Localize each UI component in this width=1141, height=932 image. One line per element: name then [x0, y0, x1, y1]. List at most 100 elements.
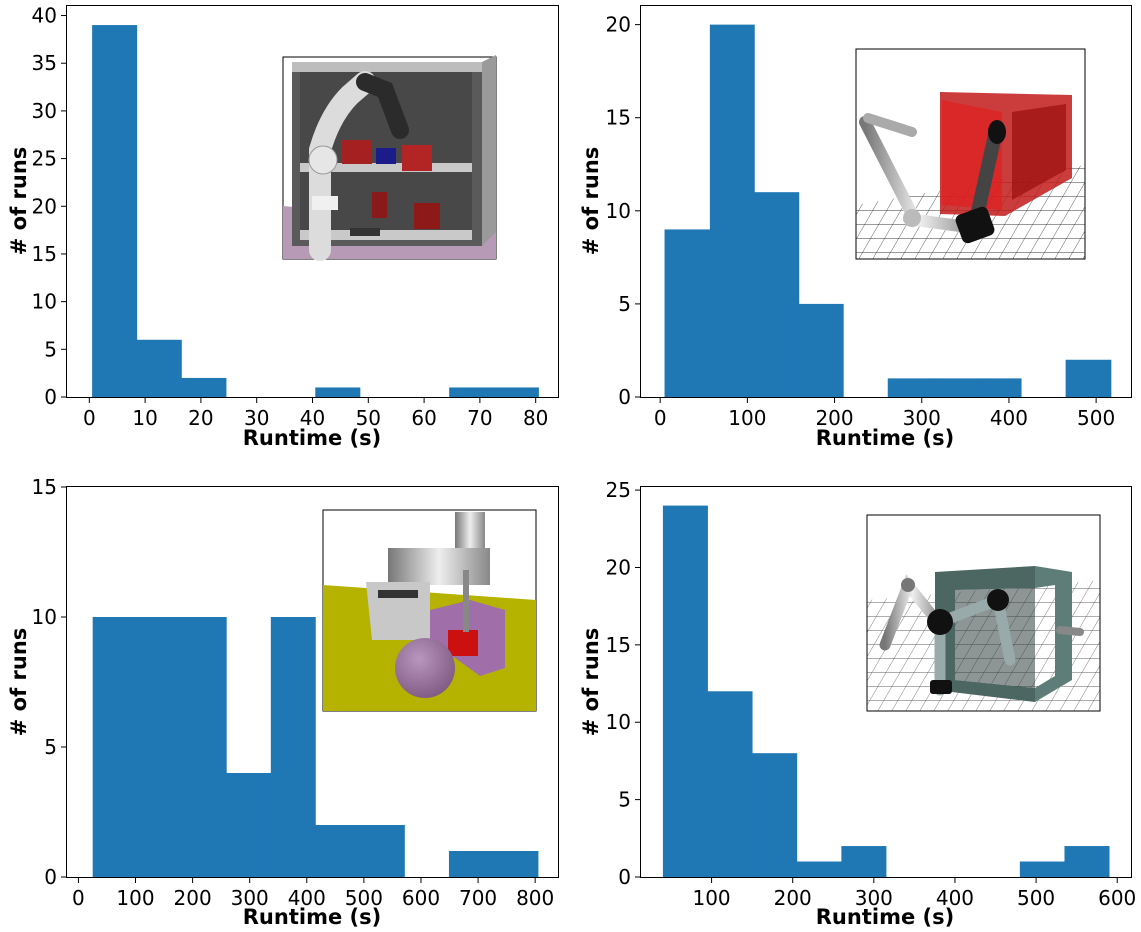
- y-tick-label-3-3: 10: [32, 605, 57, 629]
- y-axis-label-4: # of runs: [579, 628, 603, 737]
- bars-3: [92, 617, 539, 877]
- histogram-panel-1: 0 10 20 30 40 50 60 70 80 0 5 10 15 20 25 30 35 40 Runti…: [7, 4, 559, 450]
- y-tick-label-1-4: 15: [32, 242, 57, 266]
- x-axis-label-3: Runtime (s): [243, 905, 381, 929]
- y-tick-label-4-1: 0: [618, 865, 631, 889]
- x-tick-label-2-3: 200: [815, 406, 853, 430]
- y-tick-label-4-3: 10: [606, 710, 631, 734]
- x-tick-label-1-9: 80: [523, 406, 548, 430]
- y-axis-label-3: # of runs: [7, 628, 31, 737]
- y-axis-label-2: # of runs: [579, 147, 603, 256]
- x-tick-label-1-4: 30: [244, 406, 269, 430]
- y-tick-label-3-2: 5: [44, 735, 57, 759]
- bar-4-1: [662, 505, 708, 877]
- y-tick-label-1-1: 0: [44, 385, 57, 409]
- x-tick-label-4-2: 200: [774, 886, 812, 910]
- x-tick-label-3-5: 400: [288, 886, 326, 910]
- x-ticks-2: 0 100 200 300 400 500: [654, 397, 1115, 430]
- x-ticks-3: 0 100 200 300 400 500 600 700 800: [72, 877, 554, 910]
- histogram-panel-3: 0 100 200 300 400 500 600 700 800 0 5 10 15 Runtime…: [7, 475, 559, 929]
- x-axis-label-2: Runtime (s): [816, 426, 954, 450]
- inset-image-green-box-arm: [866, 514, 1101, 712]
- x-tick-label-3-1: 0: [72, 886, 85, 910]
- x-tick-label-3-8: 700: [459, 886, 497, 910]
- x-tick-label-3-3: 200: [174, 886, 212, 910]
- bar-4-9: [1019, 861, 1065, 877]
- x-tick-label-4-5: 500: [1017, 886, 1055, 910]
- bar-3-5: [270, 617, 316, 877]
- x-tick-label-1-6: 50: [356, 406, 381, 430]
- bar-4-4: [796, 861, 842, 877]
- bar-3-2: [137, 617, 183, 877]
- y-tick-label-2-5: 20: [606, 13, 631, 37]
- x-tick-label-3-6: 500: [345, 886, 383, 910]
- y-ticks-3: 0 5 10 15: [32, 475, 67, 889]
- bar-4-10: [1064, 846, 1110, 877]
- y-tick-label-2-1: 0: [618, 385, 631, 409]
- x-tick-label-3-7: 600: [402, 886, 440, 910]
- bar-2-2: [709, 24, 755, 398]
- bar-1-2: [136, 339, 182, 397]
- y-ticks-4: 0 5 10 15 20 25: [606, 478, 641, 889]
- x-axis-label-1: Runtime (s): [243, 426, 381, 450]
- y-tick-label-1-2: 5: [44, 337, 57, 361]
- y-axis-label-1: # of runs: [7, 147, 31, 256]
- bar-2-4: [798, 303, 844, 397]
- bar-3-7: [359, 825, 405, 877]
- bar-2-7: [932, 378, 978, 397]
- bar-2-3: [754, 192, 800, 397]
- bar-1-6: [315, 387, 361, 397]
- x-tick-label-1-3: 20: [188, 406, 213, 430]
- inset-image-red-box-arm: [855, 48, 1086, 260]
- inset-image-shelf-arm: [282, 55, 497, 261]
- histogram-panel-2: 0 100 200 300 400 500 0 5 10 15 20 Runtime (s) # …: [579, 5, 1132, 450]
- x-tick-label-4-1: 100: [692, 886, 730, 910]
- bar-3-9: [448, 851, 494, 877]
- y-ticks-1: 0 5 10 15 20 25 30 35 40: [32, 4, 67, 409]
- bar-1-3: [181, 377, 227, 397]
- y-tick-label-1-9: 40: [32, 4, 57, 28]
- bar-3-3: [181, 617, 227, 877]
- inset-image-scara-sphere: [322, 509, 537, 712]
- x-ticks-4: 100 200 300 400 500 600: [692, 877, 1136, 910]
- x-tick-label-1-5: 40: [300, 406, 325, 430]
- x-tick-label-1-2: 10: [132, 406, 157, 430]
- y-tick-label-1-7: 30: [32, 99, 57, 123]
- bar-1-9: [449, 387, 495, 397]
- x-axis-label-4: Runtime (s): [816, 905, 954, 929]
- x-ticks-1: 0 10 20 30 40 50 60 70 80: [83, 397, 548, 430]
- bar-1-1: [92, 25, 138, 397]
- plot-frame-2: [640, 5, 1132, 398]
- plot-frame-4: [640, 486, 1132, 878]
- bar-3-1: [92, 617, 138, 877]
- y-tick-label-1-3: 10: [32, 290, 57, 314]
- x-tick-label-1-8: 70: [467, 406, 492, 430]
- y-tick-label-4-4: 15: [606, 633, 631, 657]
- x-tick-label-2-4: 300: [903, 406, 941, 430]
- bar-2-8: [976, 378, 1022, 397]
- x-tick-label-3-9: 800: [516, 886, 554, 910]
- plot-frame-3: [66, 486, 559, 878]
- x-tick-label-2-5: 400: [990, 406, 1028, 430]
- y-tick-label-2-3: 10: [606, 199, 631, 223]
- x-tick-label-4-3: 300: [855, 886, 893, 910]
- bar-1-10: [493, 387, 539, 397]
- y-ticks-2: 0 5 10 15 20: [606, 13, 641, 409]
- histogram-panel-4: 100 200 300 400 500 600 0 5 10 15 20 25 Runtime (s…: [579, 478, 1136, 929]
- bar-4-2: [707, 691, 753, 877]
- x-tick-label-2-6: 500: [1077, 406, 1115, 430]
- bar-4-3: [752, 753, 798, 877]
- bar-3-4: [226, 773, 272, 877]
- y-tick-label-1-6: 25: [32, 147, 57, 171]
- bar-2-1: [664, 229, 711, 397]
- y-tick-label-2-4: 15: [606, 106, 631, 130]
- y-tick-label-1-8: 35: [32, 51, 57, 75]
- x-tick-label-2-1: 0: [654, 406, 667, 430]
- y-tick-label-2-2: 5: [618, 292, 631, 316]
- bar-2-10: [1065, 359, 1112, 397]
- bar-3-6: [315, 825, 361, 877]
- bar-3-10: [493, 851, 539, 877]
- bars-4: [662, 505, 1110, 877]
- y-tick-label-4-2: 5: [618, 788, 631, 812]
